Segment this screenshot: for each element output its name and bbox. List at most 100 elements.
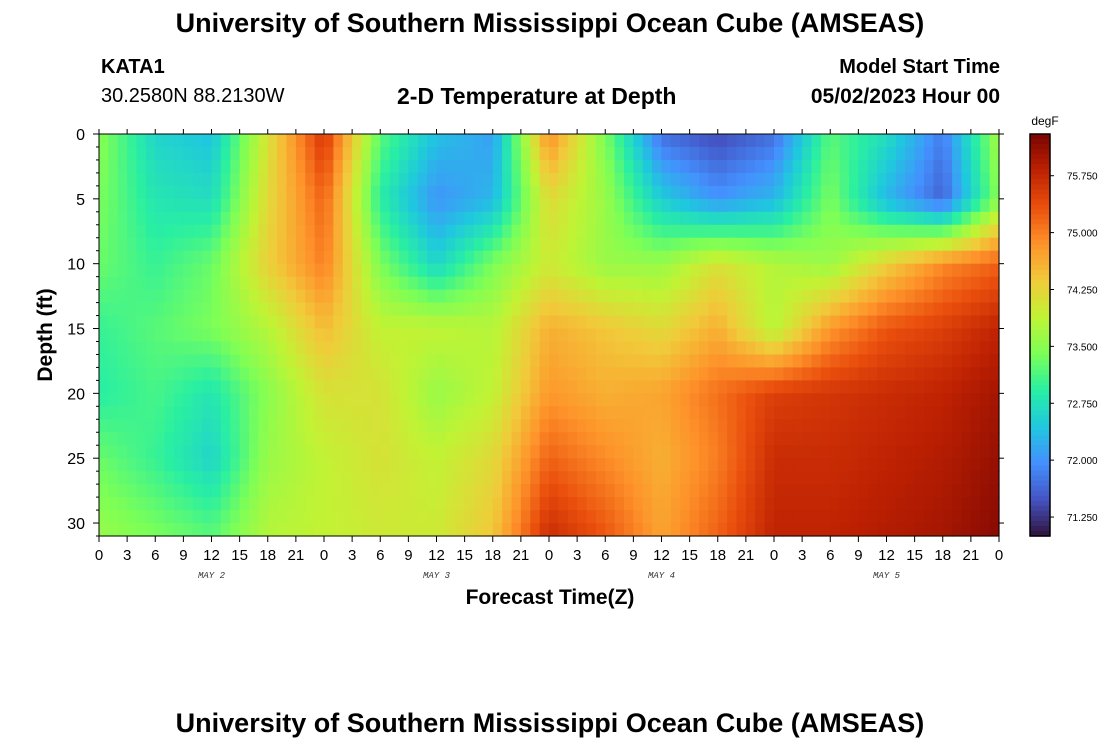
heatmap-cell bbox=[877, 302, 888, 317]
heatmap-cell bbox=[595, 276, 606, 291]
heatmap-cell bbox=[586, 250, 597, 265]
heatmap-cell bbox=[595, 302, 606, 317]
heatmap-cell bbox=[258, 367, 269, 381]
heatmap-cell bbox=[324, 224, 334, 239]
heatmap-cell bbox=[577, 458, 588, 472]
heatmap-cell bbox=[370, 315, 381, 330]
heatmap-cell bbox=[849, 510, 859, 524]
heatmap-cell bbox=[792, 289, 803, 304]
heatmap-cell bbox=[886, 341, 897, 356]
heatmap-cell bbox=[849, 289, 859, 304]
heatmap-cell bbox=[445, 198, 456, 213]
heatmap-cell bbox=[595, 315, 606, 330]
heatmap-cell bbox=[202, 224, 213, 239]
heatmap-cell bbox=[961, 185, 972, 200]
heatmap-cell bbox=[867, 432, 878, 446]
heatmap-cell bbox=[933, 380, 944, 394]
heatmap-cell bbox=[370, 185, 381, 200]
heatmap-cell bbox=[502, 380, 513, 394]
heatmap-cell bbox=[492, 276, 503, 291]
heatmap-cell bbox=[661, 328, 672, 343]
heatmap-cell bbox=[792, 328, 803, 343]
x-tick-label: 21 bbox=[288, 547, 305, 564]
heatmap-cell bbox=[877, 172, 888, 187]
heatmap-cell bbox=[483, 458, 494, 472]
heatmap-cell bbox=[380, 497, 391, 511]
heatmap-cell bbox=[755, 445, 766, 459]
heatmap-cell bbox=[755, 406, 766, 420]
heatmap-cell bbox=[370, 432, 381, 446]
heatmap-cell bbox=[914, 185, 925, 200]
heatmap-cell bbox=[727, 484, 738, 498]
heatmap-cell bbox=[183, 393, 194, 407]
heatmap-cell bbox=[370, 471, 381, 485]
heatmap-cell bbox=[445, 419, 456, 433]
heatmap-cell bbox=[970, 159, 981, 174]
heatmap-cell bbox=[361, 354, 372, 369]
heatmap-cell bbox=[577, 250, 588, 265]
heatmap-cell bbox=[595, 523, 606, 537]
heatmap-cell bbox=[830, 510, 841, 524]
heatmap-cell bbox=[211, 354, 222, 369]
heatmap-cell bbox=[502, 393, 513, 407]
heatmap-cell bbox=[895, 315, 906, 330]
heatmap-cell bbox=[961, 523, 972, 537]
heatmap-cell bbox=[445, 302, 456, 317]
y-tick-label: 20 bbox=[67, 386, 85, 403]
heatmap-cell bbox=[858, 419, 869, 433]
heatmap-cell bbox=[624, 510, 634, 524]
heatmap-cell bbox=[324, 354, 334, 369]
heatmap-cell bbox=[736, 523, 747, 537]
heatmap-cell bbox=[858, 250, 869, 265]
heatmap-cell bbox=[708, 406, 719, 420]
heatmap-cell bbox=[502, 263, 513, 278]
heatmap-cell bbox=[802, 250, 813, 265]
heatmap-cell bbox=[736, 432, 747, 446]
heatmap-cell bbox=[370, 198, 381, 213]
heatmap-cell bbox=[267, 497, 278, 511]
heatmap-cell bbox=[502, 146, 513, 161]
heatmap-cell bbox=[474, 237, 484, 252]
heatmap-cell bbox=[614, 445, 625, 459]
heatmap-cell bbox=[830, 198, 841, 213]
heatmap-cell bbox=[867, 263, 878, 278]
heatmap-cell bbox=[558, 523, 569, 537]
heatmap-cell bbox=[483, 224, 494, 239]
heatmap-cell bbox=[183, 406, 194, 420]
heatmap-cell bbox=[361, 302, 372, 317]
heatmap-cell bbox=[717, 302, 728, 317]
heatmap-cell bbox=[774, 406, 784, 420]
heatmap-cell bbox=[483, 445, 494, 459]
heatmap-cell bbox=[689, 237, 700, 252]
heatmap-cell bbox=[802, 211, 813, 226]
heatmap-cell bbox=[277, 406, 288, 420]
heatmap-cell bbox=[192, 185, 203, 200]
heatmap-cell bbox=[820, 484, 831, 498]
heatmap-cell bbox=[895, 237, 906, 252]
heatmap-cell bbox=[595, 159, 606, 174]
heatmap-cell bbox=[314, 224, 325, 239]
heatmap-cell bbox=[530, 419, 541, 433]
heatmap-cell bbox=[99, 419, 109, 433]
heatmap-cell bbox=[295, 315, 306, 330]
heatmap-cell bbox=[924, 354, 934, 369]
heatmap-cell bbox=[539, 432, 550, 446]
heatmap-cell bbox=[774, 341, 784, 356]
heatmap-cell bbox=[202, 419, 213, 433]
heatmap-cell bbox=[445, 328, 456, 343]
heatmap-cell bbox=[145, 471, 156, 485]
heatmap-cell bbox=[914, 354, 925, 369]
heatmap-cell bbox=[267, 367, 278, 381]
heatmap-cell bbox=[380, 432, 391, 446]
heatmap-cell bbox=[539, 315, 550, 330]
heatmap-cell bbox=[464, 393, 475, 407]
heatmap-cell bbox=[370, 458, 381, 472]
heatmap-cell bbox=[774, 289, 784, 304]
heatmap-cell bbox=[970, 510, 981, 524]
heatmap-cell bbox=[895, 302, 906, 317]
heatmap-cell bbox=[624, 250, 634, 265]
heatmap-cell bbox=[764, 302, 775, 317]
heatmap-cell bbox=[305, 367, 316, 381]
heatmap-cell bbox=[145, 484, 156, 498]
heatmap-cell bbox=[727, 134, 738, 148]
